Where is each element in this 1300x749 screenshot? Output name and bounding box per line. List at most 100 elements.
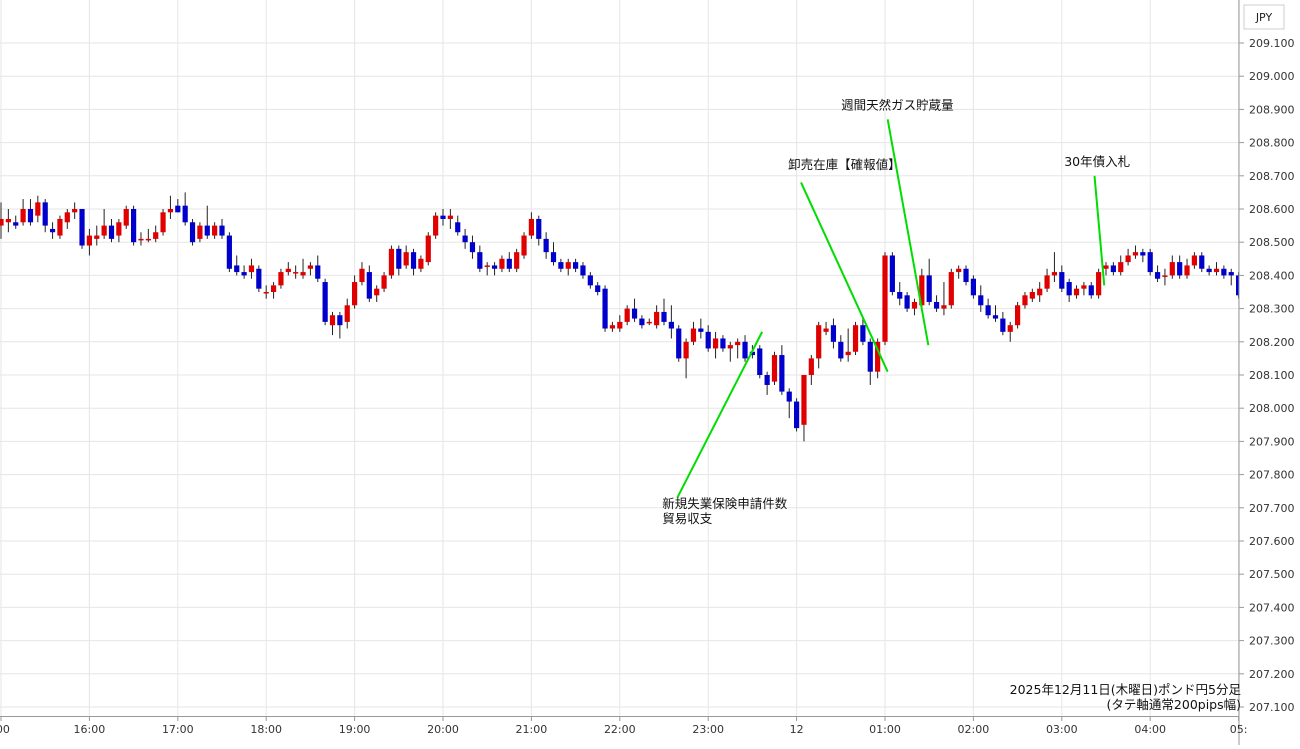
- candle-body: [852, 325, 859, 352]
- candle-body: [631, 308, 638, 319]
- candle-body: [1088, 285, 1094, 296]
- candle-body: [897, 292, 903, 299]
- candle-body: [403, 252, 409, 266]
- candle-body: [668, 321, 674, 329]
- time-tick-label: 01:00: [869, 723, 901, 736]
- time-tick-label: 12: [790, 723, 804, 736]
- time-tick-label: :00: [0, 723, 10, 736]
- candle-down: [1221, 265, 1227, 279]
- currency-badge: JPY: [1243, 4, 1285, 30]
- candle-body: [234, 265, 240, 273]
- candle-up: [1103, 262, 1109, 276]
- candle-down: [889, 252, 895, 296]
- annotation-pointer-line: [800, 182, 889, 373]
- candle-body: [49, 228, 56, 233]
- candle-down: [226, 232, 232, 273]
- candle-up: [329, 311, 336, 336]
- candle-body: [528, 218, 534, 236]
- candle-body: [676, 328, 682, 359]
- candle-down: [661, 298, 667, 326]
- candle-down: [1147, 248, 1153, 276]
- annotation-label: 30年債入札: [1064, 154, 1130, 169]
- candle-down: [462, 228, 468, 249]
- time-tick-label: 18:00: [250, 723, 282, 736]
- candle-body: [735, 341, 741, 346]
- candle-up: [1118, 255, 1124, 276]
- candle-up: [285, 262, 291, 276]
- candle-up: [5, 209, 11, 233]
- candle-down: [315, 255, 321, 283]
- candle-body: [1191, 255, 1197, 266]
- candle-body: [27, 209, 34, 223]
- candle-body: [521, 235, 527, 256]
- candle-body: [285, 268, 291, 273]
- candle-body: [595, 285, 601, 292]
- candle-up: [1007, 321, 1013, 342]
- candle-up: [911, 298, 918, 316]
- price-tick-label: 208.800: [1249, 137, 1295, 150]
- annotation-label: 新規失業保険申請件数: [662, 496, 788, 511]
- candle-body: [1000, 318, 1006, 332]
- candle-up: [882, 252, 888, 346]
- time-tick-label: 23:00: [692, 723, 724, 736]
- candle-up: [1022, 292, 1028, 309]
- price-tick-label: 207.800: [1249, 469, 1295, 482]
- time-tick-label: 20:00: [427, 723, 459, 736]
- candle-body: [565, 262, 571, 269]
- candle-down: [786, 388, 792, 419]
- candle-body: [101, 225, 107, 236]
- candle-body: [1073, 288, 1080, 296]
- candle-up: [160, 209, 166, 236]
- candle-up: [359, 262, 365, 286]
- candle-down: [131, 205, 137, 246]
- candle-body: [278, 272, 284, 286]
- candle-body: [1029, 292, 1035, 299]
- price-axis-panel: [1239, 0, 1300, 745]
- candle-up: [514, 248, 520, 273]
- event-annotation: 30年債入札: [1064, 154, 1130, 286]
- time-tick-label: 21:00: [516, 723, 548, 736]
- annotation-label: 週間天然ガス貯蔵量: [841, 97, 954, 112]
- candle-up: [153, 225, 159, 243]
- candle-body: [374, 288, 380, 296]
- candle-body: [322, 282, 328, 322]
- candle-body: [698, 328, 704, 332]
- price-tick-label: 209.000: [1249, 70, 1295, 83]
- candle-down: [182, 192, 188, 226]
- candle-down: [322, 278, 328, 326]
- candle-body: [440, 215, 446, 219]
- candle-body: [131, 209, 137, 243]
- candle-body: [499, 258, 505, 269]
- candle-up: [293, 265, 299, 279]
- candle-up: [1051, 252, 1058, 283]
- candle-up: [816, 321, 822, 369]
- candle-down: [79, 209, 85, 249]
- candle-body: [558, 262, 564, 269]
- candle-body: [160, 212, 166, 233]
- candle-body: [978, 295, 984, 306]
- candle-down: [558, 258, 564, 273]
- candle-body: [904, 295, 910, 309]
- candle-body: [366, 272, 372, 299]
- time-tick-label: 04:00: [1134, 723, 1166, 736]
- candle-up: [248, 258, 255, 279]
- candle-up: [771, 351, 778, 385]
- candle-body: [72, 209, 78, 213]
- candle-body: [911, 301, 918, 309]
- candle-up: [0, 202, 4, 239]
- candle-body: [1015, 305, 1021, 326]
- candle-body: [455, 222, 461, 233]
- candle-down: [536, 215, 542, 246]
- candle-body: [536, 218, 542, 239]
- candle-body: [381, 275, 387, 289]
- candle-down: [49, 222, 56, 239]
- candle-up: [1037, 282, 1043, 302]
- candle-down: [580, 262, 586, 279]
- candle-body: [609, 325, 616, 329]
- candle-body: [1177, 262, 1183, 276]
- candle-body: [816, 325, 822, 359]
- candle-down: [455, 215, 461, 236]
- candle-body: [1022, 295, 1028, 306]
- candle-body: [948, 272, 954, 306]
- candle-down: [933, 295, 940, 312]
